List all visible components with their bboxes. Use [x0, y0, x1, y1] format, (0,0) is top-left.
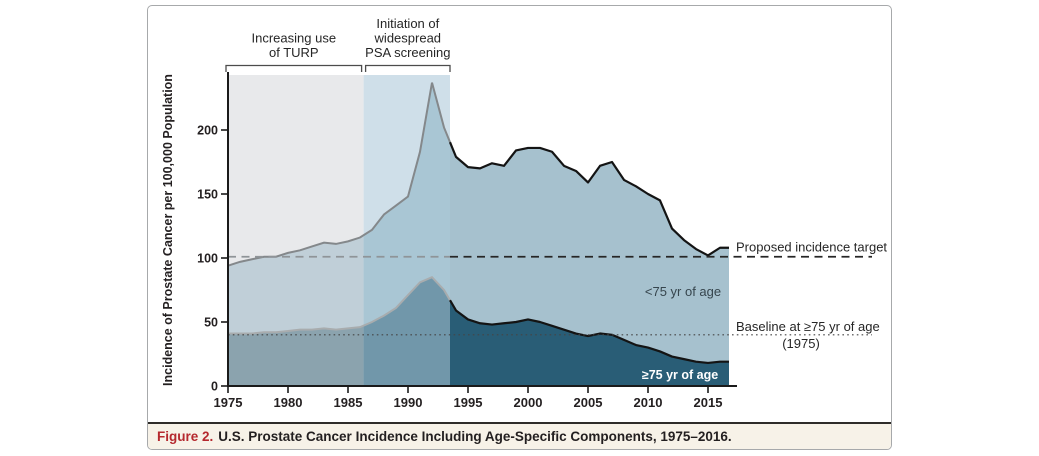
- figure-caption-text: U.S. Prostate Cancer Incidence Including…: [218, 429, 732, 444]
- figure-panel: Figure 2. U.S. Prostate Cancer Incidence…: [147, 5, 892, 450]
- figure-caption-label: Figure 2.: [157, 429, 214, 444]
- figure-caption: Figure 2. U.S. Prostate Cancer Incidence…: [148, 422, 891, 449]
